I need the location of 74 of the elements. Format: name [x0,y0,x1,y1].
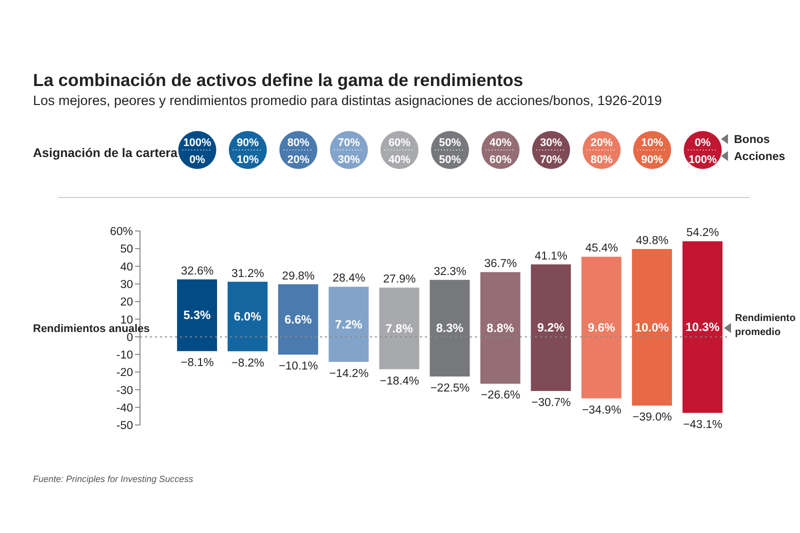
annotation: 41.1% [534,250,568,262]
bar [682,241,723,413]
annotation: −8.2% [231,357,264,370]
y-tick-label: -30 [116,384,133,397]
text: Asignación de la cartera [33,146,178,160]
y-tick-label: 0 [126,332,133,344]
y-tick-label: -10 [116,350,133,362]
y-tick-label: 60% [110,226,133,238]
annotation: 28.4% [332,272,366,285]
annotation: 32.6% [180,265,214,278]
text: Bonos [734,134,770,146]
annotation: 7.8% [386,321,414,336]
annotation: 9.2% [537,320,565,335]
x-tick-label: 90% 10% [236,137,260,166]
annotation: 7.2% [335,317,363,332]
annotation: 8.3% [436,321,464,336]
x-tick-label: 0% 100% [688,137,718,166]
source-note: Fuente: Principles for Investing Success [33,474,194,484]
x-tick-label: 100% 0% [183,137,212,166]
x-tick-label: 70% 30% [338,137,360,166]
annotation: 45.4% [585,242,618,255]
bar [177,279,218,352]
annotation: 32.3% [434,266,466,278]
annotation: −39.0% [632,412,672,424]
bar [228,282,268,352]
chart-title: La combinación de activos define la gama de rendimientos [33,70,524,91]
annotation: 49.8% [636,234,668,247]
annotation: 10.0% [634,320,670,334]
x-tick-label: 80% 20% [287,137,310,166]
annotation: 31.2% [232,268,264,280]
y-tick-label: -20 [116,367,133,380]
annotation: 6.0% [234,310,262,324]
annotation: 5.3% [183,308,212,322]
annotation: −14.2% [329,368,369,380]
annotation: −22.5% [430,382,470,394]
annotation: −34.9% [582,404,622,416]
y-tick-label: -50 [116,420,133,432]
x-tick-label: 10% 90% [641,137,664,166]
annotation: −18.4% [380,375,420,388]
annotation: −26.6% [480,390,520,402]
text: Rendimiento promedio [735,313,796,338]
annotation: 9.6% [588,320,616,335]
bar [480,272,520,384]
annotation: 27.9% [383,274,416,286]
annotation: 54.2% [686,227,720,240]
annotation: 8.8% [486,320,514,335]
y-tick-label: 30 [120,278,133,291]
annotation: −8.1% [180,357,214,370]
y-tick-label: 10 [120,314,133,326]
annotation: 10.3% [685,320,720,334]
bar [581,256,622,398]
bar [278,284,318,355]
x-tick-label: 20% 80% [590,137,613,166]
x-tick-label: 60% 40% [388,137,411,166]
annotation: 36.7% [484,258,517,270]
x-tick-label: 40% 60% [490,137,512,166]
annotation: −30.7% [531,396,571,409]
text: Acciones [734,151,786,163]
y-tick-label: 40 [120,261,133,274]
bar [530,264,571,391]
annotation: 29.8% [282,270,315,282]
y-tick-label: -40 [116,402,133,414]
annotation: −10.1% [278,360,318,373]
y-tick-label: 50 [120,244,133,256]
y-tick-label: 20 [120,296,133,309]
annotation: −43.1% [683,418,722,431]
chart-subtitle: Los mejores, peores y rendimientos promedio para distintas asignaciones de acciones/bonos, 1926-2019 [33,93,662,108]
bar [328,286,369,362]
bar [632,248,672,406]
bar [379,288,420,370]
annotation: 6.6% [284,312,312,326]
x-tick-label: 30% 70% [540,137,562,166]
x-tick-label: 50% 50% [438,137,462,166]
bar [430,280,470,376]
